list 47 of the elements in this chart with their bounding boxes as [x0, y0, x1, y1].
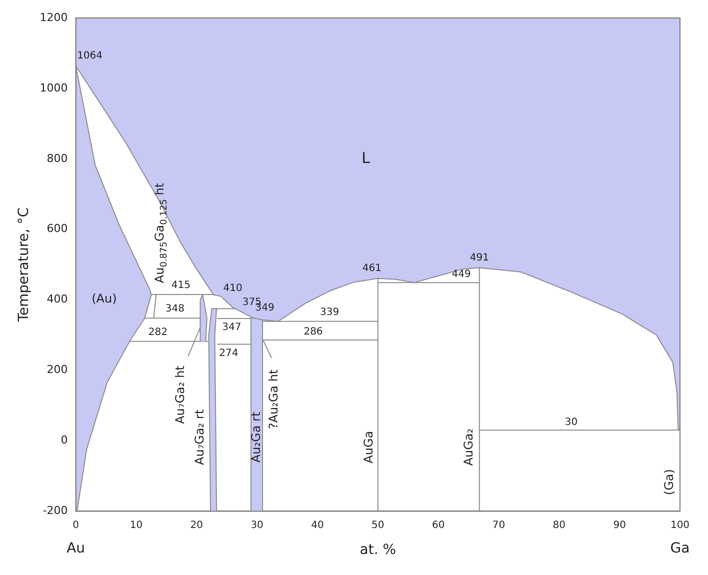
annotation: Au₇Ga₂ rt — [192, 409, 206, 465]
x-tick-label: 100 — [670, 520, 690, 531]
annotation: ?Au₂Ga ht — [266, 369, 281, 430]
annotation: 286 — [304, 326, 323, 338]
annotation: 349 — [255, 302, 274, 314]
x-tick-label: 50 — [372, 520, 384, 531]
x-tick-label: 40 — [311, 520, 324, 531]
x-axis-title: at. % — [360, 542, 396, 558]
annotation: 348 — [165, 304, 184, 315]
x-tick-label: 10 — [130, 520, 143, 531]
annotation: AuGa₂ — [461, 428, 476, 466]
x-tick-label: 70 — [492, 520, 506, 531]
annotation: 282 — [148, 326, 168, 338]
x-tick-label: 60 — [432, 520, 445, 531]
annotation: 274 — [219, 348, 238, 359]
annotation: 410 — [223, 282, 242, 294]
y-tick-label: 400 — [46, 292, 68, 306]
x-tick-label: 90 — [613, 520, 626, 531]
annotation: L — [362, 148, 371, 167]
y-tick-label: 1200 — [40, 10, 68, 24]
annotation: AuGa — [362, 430, 376, 464]
annotation: Au0.875Ga0.125 ht — [152, 182, 170, 284]
annotation: (Ga) — [662, 469, 676, 496]
annotation: 339 — [320, 306, 340, 318]
y-tick-label: 200 — [46, 363, 68, 376]
annotation: 347 — [222, 322, 242, 334]
annotation: 491 — [470, 252, 489, 264]
annotation: 1064 — [77, 50, 103, 62]
y-tick-label: 1000 — [40, 81, 68, 94]
x-tick-label: 80 — [552, 520, 566, 531]
y-tick-label: 0 — [60, 434, 68, 447]
annotation: Au₇Ga₂ ht — [173, 365, 188, 424]
annotation: 30 — [564, 416, 578, 428]
annotation: 449 — [452, 269, 471, 280]
x-tick-label: 0 — [72, 520, 79, 531]
annotation: (Au) — [92, 292, 117, 306]
x-tick-label: 20 — [190, 520, 204, 531]
y-tick-label: -200 — [42, 504, 68, 518]
text: Ga — [670, 540, 690, 557]
y-tick-label: 600 — [46, 222, 68, 236]
y-tick-label: 800 — [46, 152, 68, 165]
text: Au — [66, 540, 86, 557]
x-tick-label: 30 — [250, 520, 264, 531]
annotation: Au₂Ga rt — [249, 412, 264, 463]
y-axis-title: Temperature, °C — [16, 207, 32, 323]
annotation: 461 — [362, 262, 382, 274]
annotation: 415 — [171, 280, 190, 292]
